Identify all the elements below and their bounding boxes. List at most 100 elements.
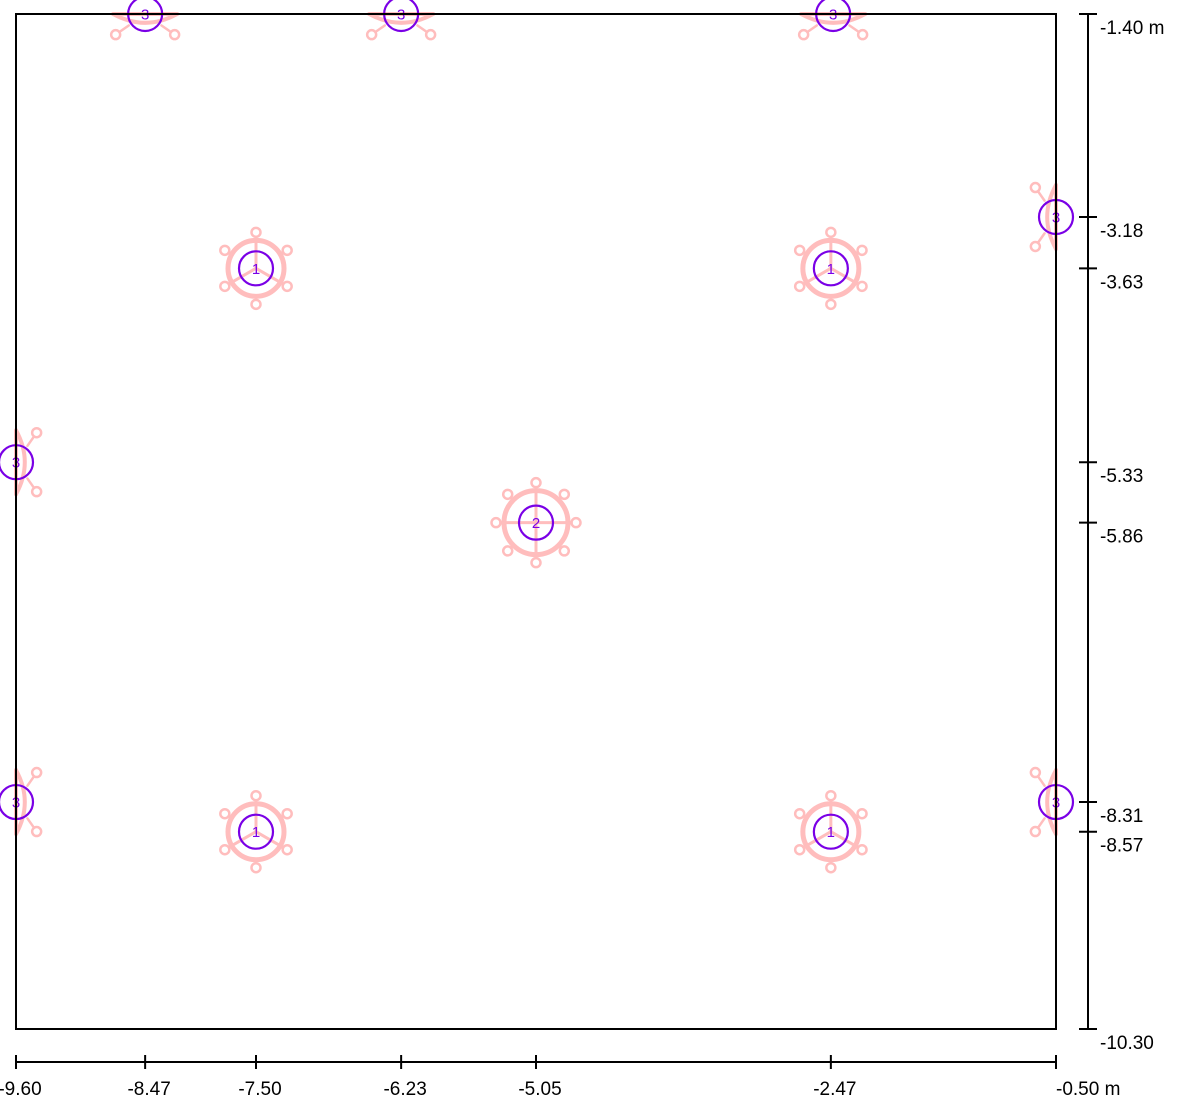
mount-point-icon (856, 807, 868, 820)
y-tick-label: -10.30 (1100, 1033, 1154, 1054)
mount-point-icon (501, 545, 514, 557)
mount-point-icon (793, 843, 806, 856)
fixture-wall-right-4[interactable]: 3 (1029, 181, 1075, 253)
fixture-arm (829, 266, 857, 284)
fixture-arm (1036, 817, 1046, 829)
room-outline (15, 13, 1057, 1030)
fixture-arm (26, 477, 36, 489)
mount-point-icon (856, 244, 868, 257)
mount-point-icon (219, 244, 231, 257)
x-tick-label: -2.47 (813, 1079, 856, 1100)
fixture-arm (254, 830, 282, 848)
fixture-marker-icon (237, 813, 275, 850)
y-tick-label: -8.31 (1100, 806, 1143, 827)
mount-point-icon (1029, 766, 1042, 779)
mount-point-icon (825, 298, 837, 311)
fixture-wall-left-6[interactable]: 3 (0, 426, 43, 498)
fixture-arm (805, 266, 833, 284)
mount-point-icon (168, 28, 181, 41)
fixture-center-4-12[interactable]: 2 (490, 476, 582, 569)
mount-point-icon (250, 226, 262, 239)
mount-point-icon (856, 843, 868, 856)
fixture-arm (230, 830, 258, 848)
fixture-wall-top-1[interactable]: 3 (109, 0, 181, 41)
fixture-marker-icon (812, 813, 849, 850)
fixture-label: 2 (532, 515, 540, 532)
mount-point-icon (250, 298, 262, 311)
x-axis: -9.60 -8.47 -7.50 -6.23 -5.05 -2.47 -0.50 m (0, 1055, 1120, 1100)
mount-point-icon (365, 28, 378, 41)
mount-point-icon (558, 545, 571, 557)
x-tick-label: -5.05 (518, 1079, 561, 1100)
mount-point-icon (281, 280, 293, 293)
x-tick-label: -6.23 (383, 1079, 426, 1100)
fixture-arm (805, 830, 833, 848)
x-tick-label: -0.50 m (1056, 1079, 1120, 1100)
fixture-wall-right-5[interactable]: 3 (1029, 766, 1075, 838)
fixture-label: 1 (827, 261, 835, 278)
mount-point-icon (490, 516, 502, 529)
wall-fixture-arc-icon (1045, 769, 1058, 836)
fixture-label: 1 (252, 261, 260, 278)
mount-point-icon (570, 516, 582, 529)
fixture-center-3-9[interactable]: 1 (793, 226, 868, 311)
fixture-arm (1036, 190, 1046, 202)
mount-point-icon (30, 766, 43, 779)
mount-point-icon (109, 28, 122, 41)
fixture-arm (160, 24, 172, 34)
fixture-arm (1036, 232, 1046, 244)
mount-point-icon (558, 488, 571, 501)
fixture-wall-top-3[interactable]: 3 (797, 0, 869, 41)
wall-fixture-arc-icon (1045, 184, 1058, 250)
wall-fixture-arc-icon (112, 12, 179, 25)
fixture-wall-left-7[interactable]: 3 (0, 766, 43, 838)
mount-point-icon (793, 280, 806, 293)
mount-point-icon (825, 861, 837, 874)
fixture-center-3-11[interactable]: 1 (793, 789, 868, 874)
wall-fixture-arc-icon (14, 429, 27, 496)
mount-point-icon (250, 861, 262, 874)
wall-fixture-arc-icon (368, 12, 435, 25)
mount-point-icon (530, 476, 542, 489)
mount-point-icon (281, 843, 293, 856)
fixture-label: 1 (827, 824, 835, 841)
fixture-arm (26, 775, 36, 787)
fixture-arm (416, 24, 428, 34)
x-tick-label: -7.50 (238, 1079, 281, 1100)
mount-point-icon (1029, 181, 1042, 194)
fixture-arm (374, 24, 387, 34)
mount-point-icon (30, 825, 43, 838)
wall-fixture-arc-icon (14, 769, 27, 836)
mount-point-icon (501, 488, 514, 501)
fixture-arm (230, 266, 258, 284)
y-tick-label: -3.63 (1100, 272, 1143, 293)
mount-point-icon (219, 843, 231, 856)
fixtures-layer: 3 3 3 3 3 3 3 1 1 1 1 2 (0, 0, 1075, 874)
fixture-arm (1036, 775, 1046, 787)
mount-point-icon (793, 807, 806, 820)
wall-fixture-arc-icon (800, 12, 867, 25)
mount-point-icon (219, 807, 231, 820)
mount-point-icon (825, 789, 837, 802)
mount-point-icon (797, 28, 810, 41)
fixture-wall-top-2[interactable]: 3 (365, 0, 437, 41)
fixture-arm (26, 817, 36, 829)
fixture-marker-icon (517, 504, 555, 541)
fixture-label: 1 (252, 824, 260, 841)
fixture-center-3-10[interactable]: 1 (219, 789, 293, 874)
fixture-center-3-8[interactable]: 1 (219, 226, 293, 311)
y-tick-label: -5.33 (1100, 466, 1143, 487)
x-tick-label: -9.60 (0, 1079, 42, 1100)
y-tick-label: -8.57 (1100, 836, 1143, 857)
mount-point-icon (281, 807, 293, 820)
mount-point-icon (250, 789, 262, 802)
mount-point-icon (1029, 240, 1042, 253)
fixture-arm (829, 830, 857, 848)
mount-point-icon (530, 556, 542, 569)
mount-point-icon (1029, 825, 1042, 838)
fixture-arm (118, 24, 131, 34)
mount-point-icon (856, 280, 868, 293)
mount-point-icon (793, 244, 806, 257)
y-axis: -1.40 m -3.18 -3.63 -5.33 -5.86 -8.31 -8.57 -10… (1079, 13, 1164, 1054)
